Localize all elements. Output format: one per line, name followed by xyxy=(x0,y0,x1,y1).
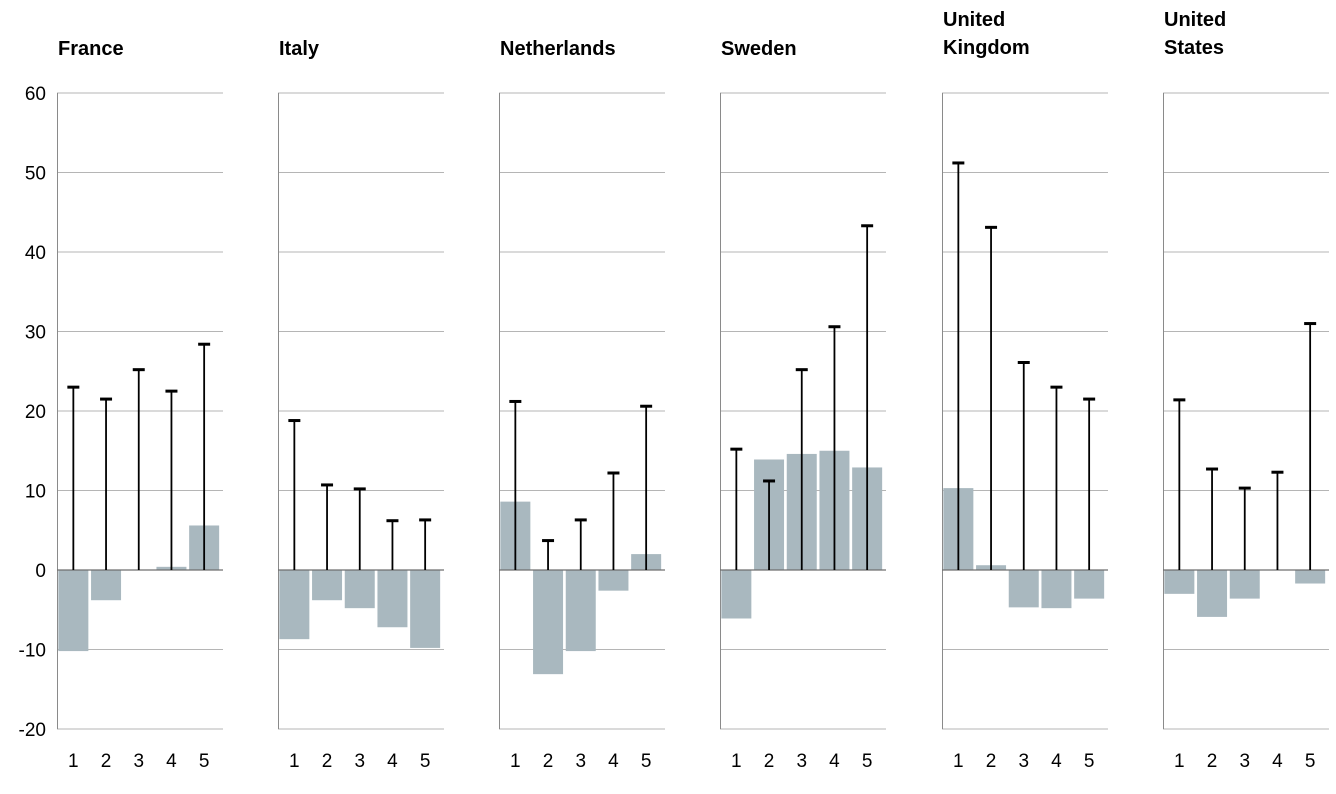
bar xyxy=(91,570,121,600)
bar xyxy=(58,570,88,651)
x-tick-label: 3 xyxy=(1239,751,1250,772)
panel-title: United xyxy=(943,9,1005,31)
x-tick-label: 3 xyxy=(1018,751,1029,772)
panel-title: France xyxy=(58,38,124,60)
bar xyxy=(312,570,342,600)
x-tick-label: 1 xyxy=(510,751,521,772)
y-tick-label: 40 xyxy=(25,243,46,264)
x-tick-label: 1 xyxy=(953,751,964,772)
x-tick-label: 2 xyxy=(1207,751,1218,772)
bar xyxy=(1074,570,1104,599)
panel-title: Italy xyxy=(279,38,320,60)
bar xyxy=(566,570,596,651)
x-tick-label: 4 xyxy=(1272,751,1283,772)
bar xyxy=(533,570,563,674)
x-tick-label: 4 xyxy=(387,751,398,772)
x-tick-label: 5 xyxy=(1305,751,1316,772)
x-tick-label: 3 xyxy=(133,751,144,772)
y-tick-label: 0 xyxy=(35,561,46,582)
x-tick-label: 4 xyxy=(829,751,840,772)
bar xyxy=(1230,570,1260,599)
x-tick-label: 1 xyxy=(68,751,79,772)
panel-title: Sweden xyxy=(721,38,797,60)
x-tick-label: 3 xyxy=(796,751,807,772)
x-tick-label: 1 xyxy=(731,751,742,772)
x-tick-label: 2 xyxy=(322,751,333,772)
panel-title: Netherlands xyxy=(500,38,616,60)
x-tick-label: 4 xyxy=(1051,751,1062,772)
y-tick-label: 20 xyxy=(25,402,46,423)
bar xyxy=(598,570,628,591)
bar xyxy=(1197,570,1227,617)
bar xyxy=(410,570,440,648)
x-tick-label: 2 xyxy=(101,751,112,772)
y-tick-label: 60 xyxy=(25,84,46,105)
bar xyxy=(1164,570,1194,594)
x-tick-label: 4 xyxy=(166,751,177,772)
bar xyxy=(345,570,375,608)
bar xyxy=(377,570,407,627)
y-tick-label: -10 xyxy=(19,641,46,662)
bar xyxy=(721,570,751,618)
bar xyxy=(1295,570,1325,584)
bar xyxy=(1009,570,1039,607)
x-tick-label: 4 xyxy=(608,751,619,772)
bar xyxy=(279,570,309,639)
panel-title: Kingdom xyxy=(943,37,1030,59)
x-tick-label: 1 xyxy=(289,751,300,772)
y-tick-label: 50 xyxy=(25,164,46,185)
panel-title: States xyxy=(1164,37,1224,59)
x-tick-label: 5 xyxy=(199,751,210,772)
x-tick-label: 2 xyxy=(543,751,554,772)
x-tick-label: 5 xyxy=(641,751,652,772)
x-tick-label: 5 xyxy=(1084,751,1095,772)
x-tick-label: 1 xyxy=(1174,751,1185,772)
x-tick-label: 2 xyxy=(986,751,997,772)
panel-title: United xyxy=(1164,9,1226,31)
x-tick-label: 5 xyxy=(862,751,873,772)
bar xyxy=(1041,570,1071,608)
y-tick-label: 30 xyxy=(25,323,46,344)
x-tick-label: 3 xyxy=(575,751,586,772)
x-tick-label: 3 xyxy=(354,751,365,772)
y-tick-label: 10 xyxy=(25,482,46,503)
x-tick-label: 2 xyxy=(764,751,775,772)
x-tick-label: 5 xyxy=(420,751,431,772)
y-tick-label: -20 xyxy=(19,720,46,741)
